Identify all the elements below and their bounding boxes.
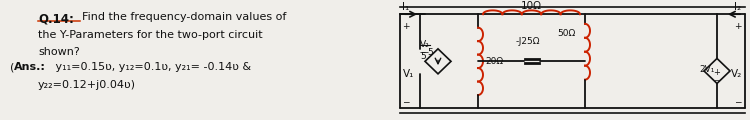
Text: −: − (713, 76, 721, 85)
Text: I₂: I₂ (734, 2, 741, 12)
Text: I₁: I₁ (402, 2, 410, 12)
Text: V₂: V₂ (730, 69, 742, 79)
Text: y₂₂=0.12+j0.04ʋ): y₂₂=0.12+j0.04ʋ) (38, 80, 136, 90)
Text: —5: —5 (420, 48, 435, 57)
Text: the Y-Parameters for the two-port circuit: the Y-Parameters for the two-port circui… (38, 30, 262, 40)
Text: y₁₁=0.15ʋ, y₁₂=0.1ʋ, y₂₁= -0.14ʋ &: y₁₁=0.15ʋ, y₁₂=0.1ʋ, y₂₁= -0.14ʋ & (52, 62, 251, 72)
Text: −: − (402, 98, 410, 107)
Text: Ans.:: Ans.: (14, 62, 46, 72)
Polygon shape (425, 49, 451, 74)
Text: 2V₁: 2V₁ (699, 65, 714, 74)
Text: Find the frequency-domain values of: Find the frequency-domain values of (82, 12, 286, 22)
Text: Q.14:: Q.14: (38, 12, 74, 25)
Text: -J25Ω: -J25Ω (515, 37, 540, 46)
Text: 50Ω: 50Ω (557, 29, 575, 38)
Text: +: + (402, 22, 410, 31)
Text: +: + (734, 22, 742, 31)
Text: +: + (713, 68, 721, 77)
Text: (: ( (10, 62, 14, 72)
Polygon shape (704, 58, 730, 83)
Text: V₁: V₁ (403, 69, 414, 79)
Text: V₂: V₂ (420, 40, 430, 49)
Text: −: − (734, 98, 742, 107)
Text: 20Ω: 20Ω (485, 57, 503, 66)
Text: 5: 5 (420, 52, 426, 61)
Text: 10Ω: 10Ω (521, 1, 542, 11)
Text: shown?: shown? (38, 47, 80, 57)
